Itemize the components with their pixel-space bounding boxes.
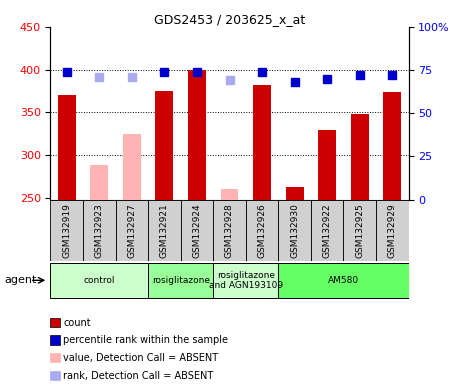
Bar bbox=[213, 200, 246, 261]
Bar bbox=[50, 263, 148, 298]
Bar bbox=[50, 200, 83, 261]
Text: rosiglitazone
and AGN193109: rosiglitazone and AGN193109 bbox=[209, 271, 283, 290]
Bar bbox=[90, 166, 108, 200]
Bar bbox=[213, 263, 278, 298]
Bar bbox=[221, 189, 239, 200]
Text: GSM132925: GSM132925 bbox=[355, 203, 364, 258]
Bar bbox=[285, 187, 303, 200]
Bar bbox=[188, 70, 206, 200]
Bar bbox=[278, 263, 409, 298]
Bar bbox=[253, 85, 271, 200]
Text: rosiglitazone: rosiglitazone bbox=[151, 276, 210, 285]
Text: agent: agent bbox=[5, 275, 37, 285]
Text: GSM132930: GSM132930 bbox=[290, 203, 299, 258]
Bar bbox=[383, 92, 401, 200]
Text: AM580: AM580 bbox=[328, 276, 359, 285]
Text: GSM132922: GSM132922 bbox=[323, 203, 332, 258]
Bar bbox=[181, 200, 213, 261]
Title: GDS2453 / 203625_x_at: GDS2453 / 203625_x_at bbox=[154, 13, 305, 26]
Text: GSM132929: GSM132929 bbox=[388, 203, 397, 258]
Text: GSM132921: GSM132921 bbox=[160, 203, 169, 258]
Bar bbox=[148, 263, 213, 298]
Text: value, Detection Call = ABSENT: value, Detection Call = ABSENT bbox=[63, 353, 218, 363]
Bar bbox=[116, 200, 148, 261]
Text: GSM132928: GSM132928 bbox=[225, 203, 234, 258]
Bar bbox=[246, 200, 278, 261]
Bar bbox=[343, 200, 376, 261]
Bar bbox=[351, 114, 369, 200]
Text: control: control bbox=[84, 276, 115, 285]
Text: count: count bbox=[63, 318, 91, 328]
Text: GSM132926: GSM132926 bbox=[257, 203, 267, 258]
Bar bbox=[83, 200, 116, 261]
Bar bbox=[148, 200, 181, 261]
Bar bbox=[278, 200, 311, 261]
Bar bbox=[58, 95, 76, 200]
Bar bbox=[376, 200, 409, 261]
Text: percentile rank within the sample: percentile rank within the sample bbox=[63, 335, 228, 345]
Bar bbox=[123, 134, 141, 200]
Text: GSM132924: GSM132924 bbox=[192, 203, 202, 258]
Text: rank, Detection Call = ABSENT: rank, Detection Call = ABSENT bbox=[63, 371, 213, 381]
Text: GSM132923: GSM132923 bbox=[95, 203, 104, 258]
Text: GSM132919: GSM132919 bbox=[62, 203, 71, 258]
Bar bbox=[311, 200, 343, 261]
Bar bbox=[156, 91, 174, 200]
Text: GSM132927: GSM132927 bbox=[127, 203, 136, 258]
Bar bbox=[318, 129, 336, 200]
